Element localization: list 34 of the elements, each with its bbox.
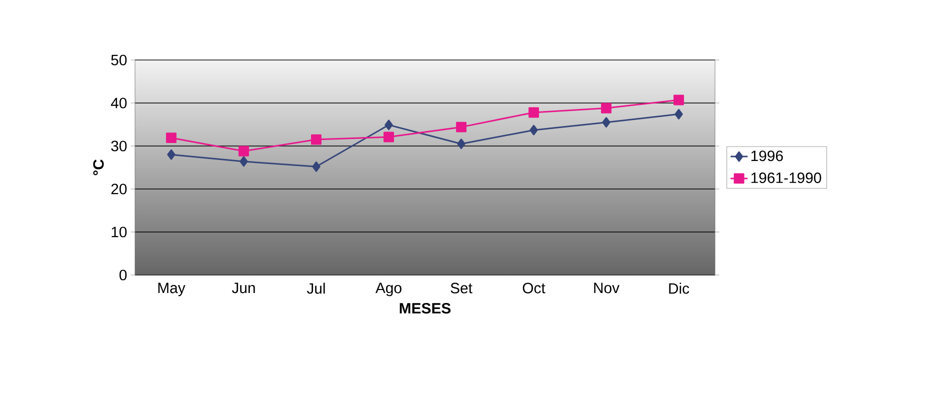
x-tick-label: Oct	[522, 282, 546, 294]
point	[166, 132, 176, 144]
x-tick-label: Set	[450, 282, 472, 294]
point	[601, 102, 612, 114]
x-tick-label: Dic	[669, 282, 690, 294]
x-axis-title: MESES	[400, 302, 451, 314]
x-tick-label: Jul	[306, 282, 325, 294]
x-tick-label: Jun	[232, 282, 255, 294]
point	[311, 134, 322, 145]
y-axis-title: °C	[93, 160, 104, 176]
x-tick-label: Ago	[375, 282, 402, 296]
legend-label: 1996	[751, 150, 783, 162]
point	[456, 122, 466, 132]
y-tick-label: 30	[111, 140, 127, 152]
point	[312, 161, 320, 172]
y-tick-label: 0	[119, 270, 127, 280]
point	[528, 107, 539, 118]
y-tick-label: 50	[111, 54, 127, 66]
point	[384, 120, 393, 130]
point	[384, 132, 394, 142]
x-tick-label: Nov	[594, 282, 620, 294]
point	[167, 149, 176, 160]
point	[602, 117, 610, 128]
y-tick-label: 20	[111, 184, 127, 194]
x-tick-label: May	[158, 282, 186, 296]
point	[238, 146, 249, 156]
point	[674, 108, 683, 120]
point	[240, 156, 248, 167]
point	[530, 124, 538, 136]
point	[457, 138, 466, 150]
point	[674, 94, 684, 106]
y-tick-label: 40	[110, 98, 127, 108]
y-tick-label: 10	[112, 226, 127, 238]
legend-label: 1961-1990	[751, 172, 822, 184]
